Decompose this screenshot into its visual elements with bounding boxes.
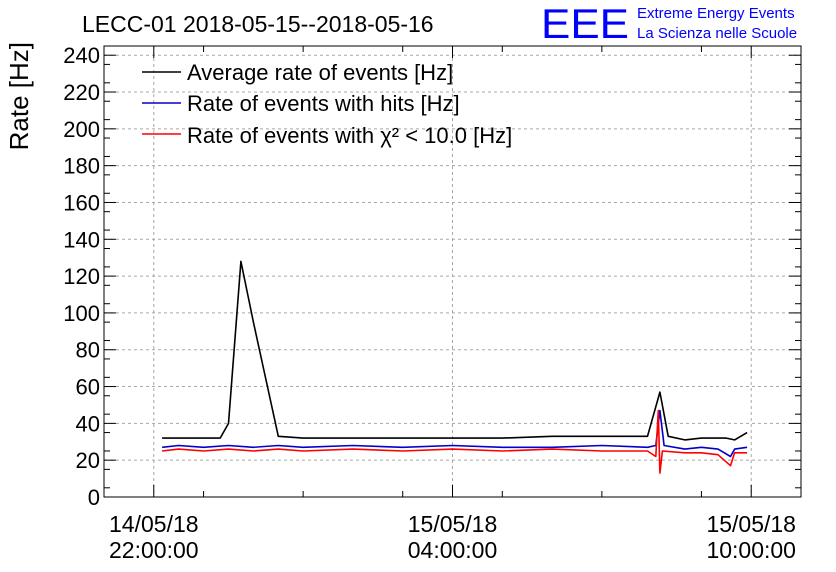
y-tick-label: 120	[63, 264, 100, 289]
gridlines	[104, 46, 801, 497]
legend-label-hits: Rate of events with hits [Hz]	[187, 91, 460, 116]
series-lines	[162, 260, 748, 474]
y-tick-labels: 0 20 40 60 80 100 120 140 160 180 200 220 240	[63, 43, 100, 510]
y-tick-label: 80	[76, 338, 100, 363]
legend: Average rate of events [Hz] Rate of even…	[142, 60, 512, 148]
y-tick-label: 60	[76, 375, 100, 400]
y-tick-label: 100	[63, 301, 100, 326]
logo-line1: Extreme Energy Events	[637, 5, 795, 22]
y-tick-label: 0	[88, 485, 100, 510]
y-tick-label: 180	[63, 154, 100, 179]
y-tick-label: 40	[76, 411, 100, 436]
legend-label-average: Average rate of events [Hz]	[187, 60, 453, 85]
legend-label-chi2: Rate of events with χ² < 10.0 [Hz]	[187, 123, 512, 148]
axis-ticks	[103, 46, 802, 498]
y-tick-label: 200	[63, 117, 100, 142]
y-axis-label: Rate [Hz]	[4, 42, 34, 150]
y-tick-label: 240	[63, 43, 100, 68]
y-tick-label: 160	[63, 190, 100, 215]
logo-mark: EEE	[541, 0, 629, 47]
y-tick-label: 140	[63, 227, 100, 252]
x-tick-label-time: 22:00:00	[109, 537, 199, 563]
x-tick-label-time: 04:00:00	[408, 537, 498, 563]
y-tick-label: 220	[63, 80, 100, 105]
x-tick-label-date: 14/05/18	[109, 511, 199, 537]
series-line-chi2	[162, 409, 748, 474]
y-tick-label: 20	[76, 448, 100, 473]
series-line-hits	[162, 409, 748, 458]
eee-logo: EEE Extreme Energy Events La Scienza nel…	[541, 0, 797, 47]
logo-line2: La Scienza nelle Scuole	[637, 25, 797, 42]
x-tick-labels: 14/05/1822:00:0015/05/1804:00:0015/05/18…	[109, 511, 796, 563]
chart-title: LECC-01 2018-05-15--2018-05-16	[82, 11, 434, 37]
x-tick-label-date: 15/05/18	[408, 511, 498, 537]
x-tick-label-date: 15/05/18	[706, 511, 796, 537]
series-line-average	[162, 260, 748, 441]
x-tick-label-time: 10:00:00	[706, 537, 796, 563]
